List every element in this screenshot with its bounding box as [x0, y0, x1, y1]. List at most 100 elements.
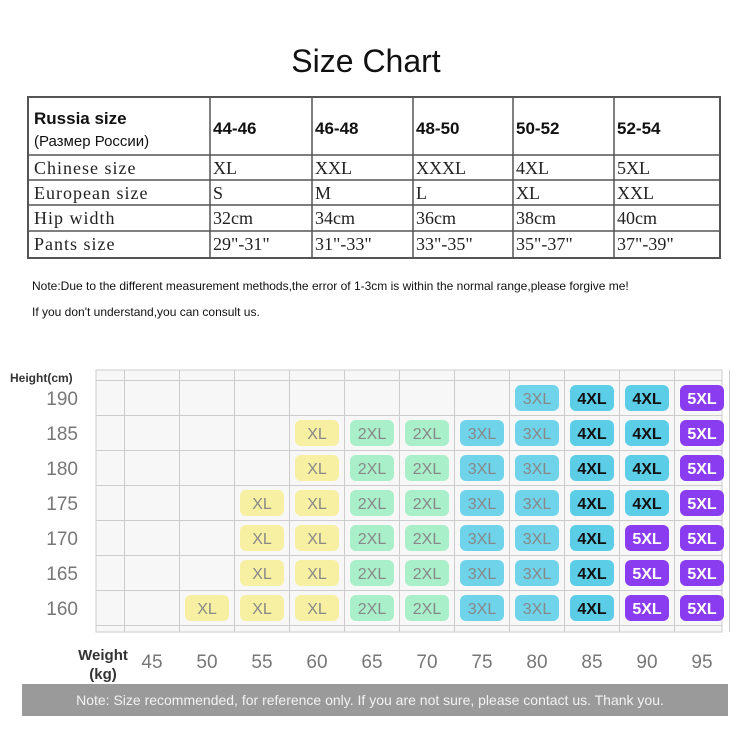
size-badge	[405, 525, 449, 551]
cell-value: 5XL	[617, 158, 650, 178]
size-badge	[680, 420, 724, 446]
size-label: XL	[252, 531, 272, 548]
size-label: 4XL	[577, 566, 607, 583]
weight-label: 55	[251, 652, 272, 673]
size-badge	[680, 595, 724, 621]
size-badge	[460, 525, 504, 551]
size-badge	[625, 525, 669, 551]
size-badge	[625, 560, 669, 586]
size-badge	[460, 490, 504, 516]
size-label: 5XL	[687, 601, 717, 618]
size-badge	[680, 560, 724, 586]
size-label: 4XL	[577, 601, 607, 618]
cell-value: XXXL	[416, 158, 466, 178]
size-badge	[570, 420, 614, 446]
size-label: 4XL	[632, 426, 662, 443]
weight-label: 60	[306, 652, 327, 673]
size-badge	[350, 525, 394, 551]
size-badge	[625, 455, 669, 481]
size-badge	[625, 490, 669, 516]
header-sublabel: (Размер России)	[34, 133, 149, 150]
size-badge	[240, 560, 284, 586]
size-badge	[350, 560, 394, 586]
size-label: 2XL	[413, 531, 442, 548]
size-badge	[460, 420, 504, 446]
size-label: 3XL	[468, 566, 497, 583]
size-label: 2XL	[358, 601, 387, 618]
header-size: 46-48	[315, 119, 358, 138]
cell-value: 29"-31"	[213, 234, 270, 254]
size-label: 5XL	[632, 566, 662, 583]
size-label: 2XL	[413, 496, 442, 513]
size-label: 3XL	[523, 426, 552, 443]
size-badge	[515, 525, 559, 551]
size-label: 2XL	[413, 566, 442, 583]
size-label: XL	[252, 601, 272, 618]
cell-value: 40cm	[617, 208, 657, 228]
size-label: XL	[252, 566, 272, 583]
size-label: 2XL	[358, 531, 387, 548]
footer-bar	[22, 684, 728, 716]
size-badge	[460, 455, 504, 481]
size-badge	[405, 455, 449, 481]
size-label: 3XL	[523, 531, 552, 548]
size-label: 5XL	[632, 601, 662, 618]
weight-label: 95	[691, 652, 712, 673]
cell-value: XXL	[617, 183, 654, 203]
size-badge	[405, 560, 449, 586]
size-badge	[295, 595, 339, 621]
header-size: 50-52	[516, 119, 559, 138]
size-label: 3XL	[523, 461, 552, 478]
size-label: 3XL	[523, 496, 552, 513]
size-badge	[405, 595, 449, 621]
size-badge	[185, 595, 229, 621]
height-label: 160	[46, 599, 78, 620]
size-label: 4XL	[577, 496, 607, 513]
size-label: 3XL	[468, 601, 497, 618]
cell-value: 33"-35"	[416, 234, 473, 254]
size-grid: Height(cm) Weight (kg) 190 185 180 175 170 165 16…	[10, 369, 730, 683]
weight-label: 45	[141, 652, 162, 673]
header-size: 44-46	[213, 119, 256, 138]
size-label: 3XL	[468, 496, 497, 513]
size-label: 2XL	[413, 601, 442, 618]
size-label: 5XL	[687, 566, 717, 583]
cell-value: XL	[213, 158, 237, 178]
height-label: 190	[46, 389, 78, 410]
size-badge	[515, 455, 559, 481]
weight-label: 65	[361, 652, 382, 673]
size-label: 4XL	[577, 426, 607, 443]
size-badge	[350, 455, 394, 481]
size-badge	[460, 595, 504, 621]
size-badge	[515, 490, 559, 516]
size-badge	[570, 525, 614, 551]
size-label: XL	[307, 601, 327, 618]
height-label: 175	[46, 494, 78, 515]
size-badge	[570, 595, 614, 621]
size-label: XL	[197, 601, 217, 618]
size-badge	[295, 560, 339, 586]
size-badge	[680, 490, 724, 516]
size-label: 3XL	[523, 566, 552, 583]
size-badge	[680, 525, 724, 551]
weight-label: 80	[526, 652, 547, 673]
row-label: Pants size	[34, 234, 116, 254]
note: If you don't understand,you can consult …	[32, 305, 260, 319]
size-badge	[515, 385, 559, 411]
size-label: 2XL	[358, 496, 387, 513]
cell-value: 31"-33"	[315, 234, 372, 254]
size-badge	[405, 490, 449, 516]
size-label: 3XL	[468, 461, 497, 478]
size-badge	[515, 560, 559, 586]
size-label: 2XL	[413, 426, 442, 443]
cell-value: 4XL	[516, 158, 549, 178]
size-badge	[680, 385, 724, 411]
cell-value: 32cm	[213, 208, 253, 228]
weight-label: 90	[636, 652, 657, 673]
title: Size Chart	[291, 43, 441, 79]
cell-value: 36cm	[416, 208, 456, 228]
cell-value: 38cm	[516, 208, 556, 228]
size-label: 4XL	[577, 461, 607, 478]
weight-label: 85	[581, 652, 602, 673]
row-label: European size	[34, 183, 148, 203]
